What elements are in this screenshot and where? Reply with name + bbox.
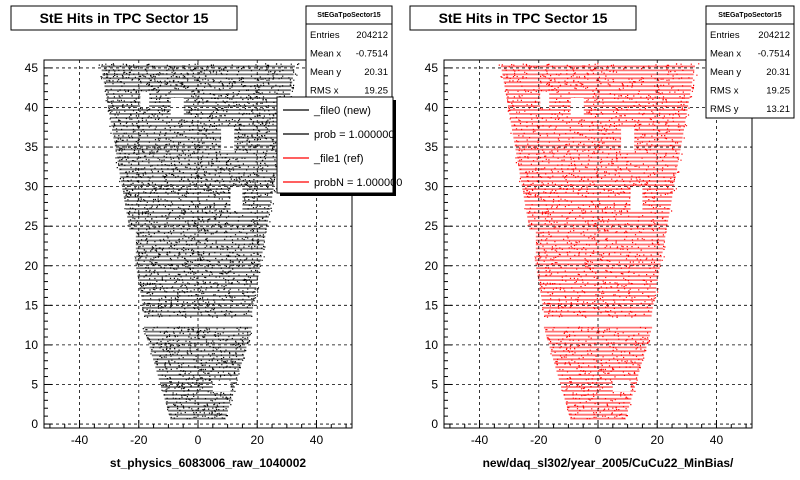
axes <box>444 67 747 428</box>
y-tick-label: 20 <box>25 259 39 273</box>
stats-label: RMS x <box>310 86 339 97</box>
stats-value: 19.25 <box>766 86 790 97</box>
y-tick-label: 20 <box>425 259 439 273</box>
y-tick-label: 35 <box>425 140 439 154</box>
y-tick-label: 45 <box>25 61 39 75</box>
stats-label: RMS x <box>710 86 739 97</box>
dead-pad <box>518 230 536 257</box>
legend-label: _file0 (new) <box>313 105 371 117</box>
dead-pad <box>540 91 550 108</box>
legend-box <box>276 96 394 194</box>
x-axis-label: st_physics_6083006_raw_1040002 <box>110 456 306 470</box>
legend-label: prob = 1.000000 <box>314 129 394 141</box>
dead-pad <box>118 230 136 257</box>
stats-value: 20.31 <box>766 67 790 78</box>
sector-gap <box>445 317 751 326</box>
y-tick-label: 0 <box>31 417 38 431</box>
y-tick-label: 10 <box>425 338 439 352</box>
y-tick-label: 25 <box>25 219 39 233</box>
stats-value: 19.25 <box>364 86 388 97</box>
stats-label: RMS y <box>710 104 739 115</box>
y-tick-label: 35 <box>25 140 39 154</box>
legend-label: probN = 1.000000 <box>314 177 402 189</box>
stats-label: Entries <box>310 30 340 41</box>
axes <box>44 67 347 428</box>
y-tick-label: 45 <box>425 61 439 75</box>
x-tick-label: -40 <box>471 433 489 447</box>
x-tick-label: -40 <box>71 433 89 447</box>
hit-density <box>101 65 295 420</box>
stats-label: Mean x <box>310 49 341 60</box>
y-tick-label: 5 <box>31 377 38 391</box>
y-tick-label: 30 <box>25 180 39 194</box>
title-box <box>409 5 637 31</box>
dead-pad <box>630 186 643 211</box>
stats-name: StEGaTpoSector15 <box>317 12 381 19</box>
x-tick-label: 0 <box>195 433 202 447</box>
x-tick-label: 0 <box>595 433 602 447</box>
dead-pad <box>221 128 235 151</box>
x-axis-label: new/daq_sl302/year_2005/CuCu22_MinBias/ <box>483 456 734 470</box>
y-tick-label: 25 <box>425 219 439 233</box>
grid <box>444 60 752 428</box>
x-tick-label: 40 <box>310 433 324 447</box>
y-tick-label: 40 <box>425 100 439 114</box>
stats-value: 20.31 <box>364 67 388 78</box>
x-tick-label: 20 <box>251 433 265 447</box>
stats-label: Mean y <box>310 67 341 78</box>
y-tick-label: 15 <box>25 298 39 312</box>
stats-box <box>705 5 795 119</box>
y-tick-label: 30 <box>425 180 439 194</box>
stats-name: StEGaTpoSector15 <box>718 12 782 19</box>
x-tick-label: 40 <box>710 433 724 447</box>
x-tick-label: 20 <box>651 433 665 447</box>
sector-gap <box>45 317 351 326</box>
y-tick-label: 40 <box>25 100 39 114</box>
chart-panel-1: -40 -20 0 20 40 0 5 10 15 20 25 30 35 40 45 StE Hits in… <box>10 5 402 470</box>
y-tick-label: 0 <box>431 417 438 431</box>
stats-box <box>305 5 393 99</box>
title-box <box>10 5 238 31</box>
x-tick-label: -20 <box>130 433 148 447</box>
stats-label: Mean y <box>710 67 741 78</box>
hit-density <box>501 65 695 420</box>
dead-pad <box>612 380 631 392</box>
stats-value: -0.7514 <box>758 49 790 60</box>
stats-value: 204212 <box>356 30 388 41</box>
dead-pad <box>140 91 150 108</box>
chart-title: StE Hits in TPC Sector 15 <box>439 10 608 26</box>
stats-label: Mean x <box>710 49 741 60</box>
x-tick-label: -20 <box>530 433 548 447</box>
stats-value: -0.7514 <box>356 49 388 60</box>
y-tick-label: 5 <box>431 377 438 391</box>
stats-value: 204212 <box>758 30 790 41</box>
dead-pad <box>621 128 635 151</box>
y-tick-label: 15 <box>425 298 439 312</box>
chart-title: StE Hits in TPC Sector 15 <box>40 10 209 26</box>
y-tick-label: 10 <box>25 338 39 352</box>
stats-label: Entries <box>710 30 740 41</box>
legend-label: _file1 (ref) <box>313 153 364 165</box>
chart-panel-2: -40 -20 0 20 40 0 5 10 15 20 25 30 35 40 45 StE Hits in… <box>409 5 795 470</box>
dead-pad <box>212 380 231 392</box>
stats-value: 13.21 <box>766 104 790 115</box>
dead-pad <box>230 186 243 211</box>
